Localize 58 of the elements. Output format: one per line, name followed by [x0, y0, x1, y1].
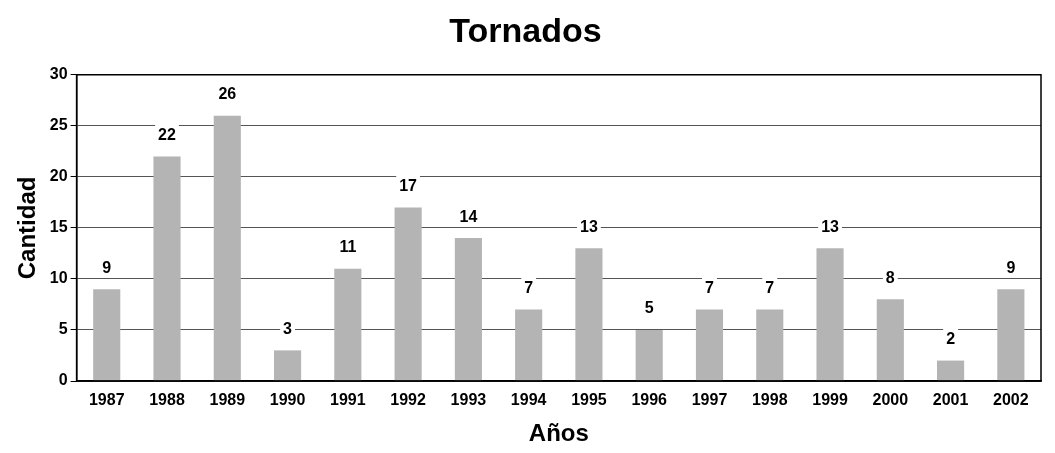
y-tick-label: 15: [49, 218, 68, 236]
bar: [997, 289, 1025, 381]
x-tick-label: 2002: [993, 391, 1029, 409]
x-tick-label: 1992: [390, 391, 427, 409]
bar: [93, 289, 121, 381]
data-label: 22: [158, 125, 177, 143]
x-tick-label: 1993: [450, 391, 487, 409]
x-tick-label: 1995: [571, 391, 607, 409]
x-axis-title: Años: [528, 419, 589, 447]
x-tick-label: 1994: [510, 391, 547, 409]
x-tick-label: 1988: [149, 391, 185, 409]
data-label: 13: [821, 217, 840, 235]
x-tick-label: 1999: [812, 391, 848, 409]
data-label: 7: [765, 278, 775, 296]
x-tick-label: 1998: [751, 391, 788, 409]
x-tick-label: 1987: [88, 391, 125, 409]
data-label: 5: [644, 299, 654, 317]
bar: [213, 115, 241, 381]
bar: [153, 156, 181, 381]
bar: [515, 309, 543, 381]
y-tick-label: 30: [49, 65, 68, 83]
bar: [635, 329, 663, 381]
x-tick-label: 1989: [209, 391, 246, 409]
data-label: 26: [218, 85, 237, 103]
bar: [695, 309, 724, 381]
y-tick-label: 5: [58, 320, 68, 338]
data-label: 17: [399, 176, 418, 194]
y-tick-label: 0: [58, 371, 68, 389]
chart-title: Tornados: [449, 10, 602, 49]
bar: [454, 238, 482, 381]
data-label: 9: [102, 258, 112, 276]
bar: [274, 350, 302, 381]
y-axis-title: Cantidad: [13, 176, 41, 280]
data-label: 7: [524, 278, 534, 296]
y-tick-label: 20: [49, 167, 68, 185]
bar: [394, 207, 422, 381]
data-label: 7: [705, 278, 715, 296]
bar: [575, 248, 603, 381]
x-tick-label: 2000: [872, 391, 909, 409]
bar: [756, 309, 784, 381]
data-label: 9: [1006, 258, 1016, 276]
bar: [876, 299, 904, 381]
data-label: 3: [283, 319, 293, 337]
x-tick-label: 1997: [691, 391, 728, 409]
data-label: 13: [580, 217, 598, 235]
x-tick-label: 1996: [631, 391, 668, 409]
bar: [816, 248, 844, 381]
bar: [334, 268, 362, 381]
data-label: 8: [885, 268, 895, 286]
data-label: 11: [339, 238, 357, 256]
bar: [937, 360, 965, 381]
y-tick-label: 25: [49, 116, 68, 134]
data-label: 14: [459, 207, 478, 225]
data-label: 2: [946, 329, 956, 347]
x-tick-label: 1991: [330, 391, 366, 409]
x-tick-label: 1990: [269, 391, 306, 409]
y-tick-label: 10: [49, 269, 68, 287]
x-tick-label: 2001: [932, 391, 969, 409]
